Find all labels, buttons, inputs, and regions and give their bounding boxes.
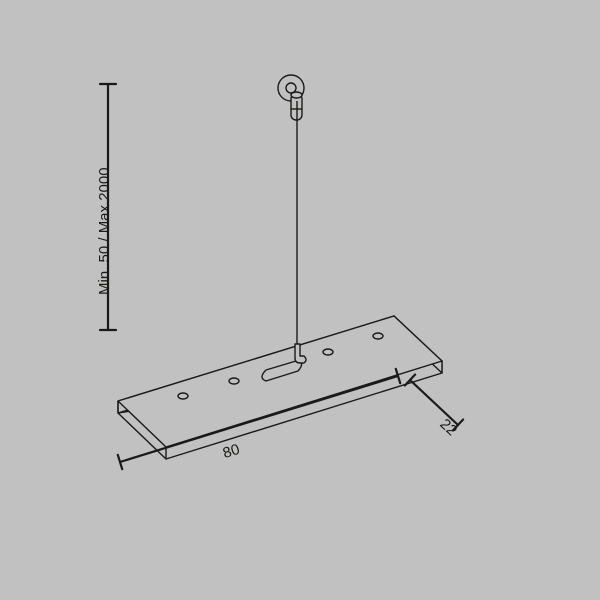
drawing-svg (0, 0, 600, 600)
height-dimension-label: Min. 50 / Max.2000 (96, 167, 113, 295)
diagram-canvas: Min. 50 / Max.2000 80 22 (0, 0, 600, 600)
